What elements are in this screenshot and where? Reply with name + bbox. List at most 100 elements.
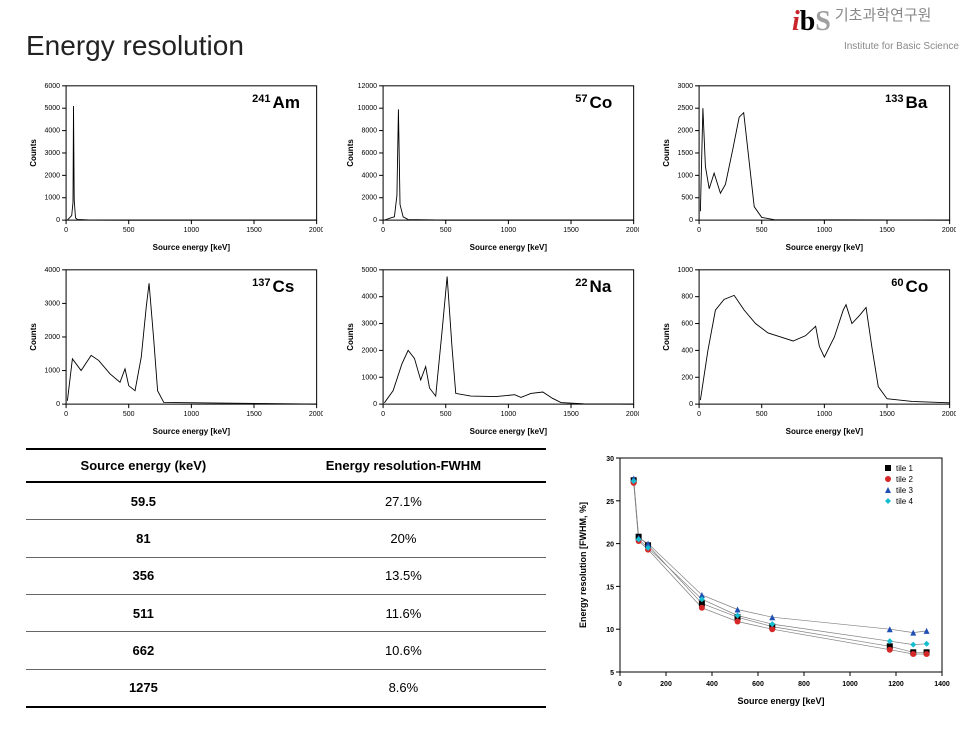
table-row: 66210.6% [26,632,546,669]
svg-text:1000: 1000 [361,374,377,381]
svg-text:2500: 2500 [678,105,694,112]
svg-text:500: 500 [440,411,452,418]
svg-text:tile 4: tile 4 [896,497,913,506]
svg-text:1000: 1000 [500,227,516,234]
svg-text:1400: 1400 [934,681,950,688]
svg-text:2000: 2000 [44,172,60,179]
svg-text:Na: Na [589,277,611,296]
svg-text:3000: 3000 [678,83,694,90]
svg-text:1500: 1500 [563,411,579,418]
resolution-table: Source energy (keV) Energy resolution-FW… [26,448,546,708]
svg-text:Source energy [keV]: Source energy [keV] [737,696,824,706]
svg-text:2000: 2000 [942,227,956,234]
svg-text:5000: 5000 [44,105,60,112]
svg-text:1500: 1500 [678,150,694,157]
scatter-chart: 020040060080010001200140051015202530Sour… [572,448,952,708]
svg-text:Source energy [keV]: Source energy [keV] [786,427,864,436]
svg-text:Counts: Counts [662,323,671,351]
svg-text:1500: 1500 [246,227,262,234]
svg-text:Cs: Cs [273,277,295,296]
col-energy: Source energy (keV) [26,449,261,482]
svg-text:0: 0 [381,411,385,418]
bottom-area: Source energy (keV) Energy resolution-FW… [26,448,956,708]
svg-text:Source energy [keV]: Source energy [keV] [469,243,547,252]
svg-text:20: 20 [606,542,614,549]
svg-text:800: 800 [682,294,694,301]
svg-text:3000: 3000 [44,300,60,307]
svg-text:2000: 2000 [942,411,956,418]
svg-text:1000: 1000 [678,267,694,274]
svg-text:Source energy [keV]: Source energy [keV] [153,243,231,252]
svg-text:5000: 5000 [361,267,377,274]
svg-text:2000: 2000 [361,195,377,202]
svg-text:8000: 8000 [361,128,377,135]
svg-text:600: 600 [682,321,694,328]
svg-text:10: 10 [606,627,614,634]
svg-text:0: 0 [373,217,377,224]
table-row: 35613.5% [26,557,546,594]
svg-text:1000: 1000 [678,172,694,179]
svg-text:0: 0 [56,217,60,224]
svg-text:15: 15 [606,584,614,591]
svg-text:2000: 2000 [678,128,694,135]
svg-text:200: 200 [682,374,694,381]
spectrum-ba133: 0500100015002000050010001500200025003000… [659,76,956,256]
svg-text:3000: 3000 [44,150,60,157]
spectrum-co60: 050010001500200002004006008001000Source … [659,260,956,440]
svg-text:1000: 1000 [184,411,200,418]
svg-text:30: 30 [606,456,614,463]
table-row: 59.527.1% [26,482,546,520]
logo-kr: 기초과학연구원 [835,7,932,24]
svg-text:4000: 4000 [361,294,377,301]
svg-text:Counts: Counts [29,139,38,167]
svg-text:500: 500 [756,411,768,418]
svg-text:Energy resolution [FWHM, %]: Energy resolution [FWHM, %] [578,502,588,628]
svg-text:0: 0 [381,227,385,234]
svg-text:0: 0 [689,401,693,408]
table-row: 8120% [26,520,546,557]
svg-text:tile 2: tile 2 [896,475,913,484]
svg-text:241: 241 [252,93,270,105]
svg-text:Ba: Ba [906,93,928,112]
svg-text:tile 1: tile 1 [896,464,913,473]
svg-text:5: 5 [610,670,614,677]
svg-text:500: 500 [123,411,135,418]
svg-text:1000: 1000 [184,227,200,234]
svg-text:1000: 1000 [817,411,833,418]
svg-text:0: 0 [64,227,68,234]
svg-text:6000: 6000 [361,150,377,157]
svg-text:500: 500 [756,227,768,234]
svg-text:500: 500 [682,195,694,202]
svg-text:133: 133 [885,93,903,105]
svg-text:1200: 1200 [888,681,904,688]
svg-text:22: 22 [575,277,587,289]
logo: ibS기초과학연구원 Institute for Basic Science [792,6,959,52]
svg-text:Co: Co [589,93,612,112]
svg-text:tile 3: tile 3 [896,486,913,495]
svg-text:Source energy [keV]: Source energy [keV] [153,427,231,436]
svg-text:Source energy [keV]: Source energy [keV] [469,427,547,436]
svg-text:2000: 2000 [626,411,640,418]
svg-text:1000: 1000 [842,681,858,688]
spectrum-cs137: 050010001500200001000200030004000Source … [26,260,323,440]
svg-text:4000: 4000 [361,172,377,179]
svg-text:1000: 1000 [44,368,60,375]
svg-text:1000: 1000 [44,195,60,202]
svg-text:500: 500 [440,227,452,234]
svg-text:0: 0 [373,401,377,408]
svg-text:200: 200 [660,681,672,688]
logo-en: Institute for Basic Science [844,41,959,52]
table-row: 51111.6% [26,594,546,631]
svg-text:0: 0 [64,411,68,418]
svg-text:600: 600 [752,681,764,688]
svg-text:2000: 2000 [309,411,323,418]
svg-text:60: 60 [892,277,904,289]
svg-text:0: 0 [56,401,60,408]
page-title: Energy resolution [26,30,244,62]
svg-text:4000: 4000 [44,267,60,274]
svg-text:1500: 1500 [563,227,579,234]
svg-text:3000: 3000 [361,321,377,328]
svg-text:Am: Am [273,93,300,112]
svg-text:12000: 12000 [357,83,377,90]
svg-text:1000: 1000 [817,227,833,234]
